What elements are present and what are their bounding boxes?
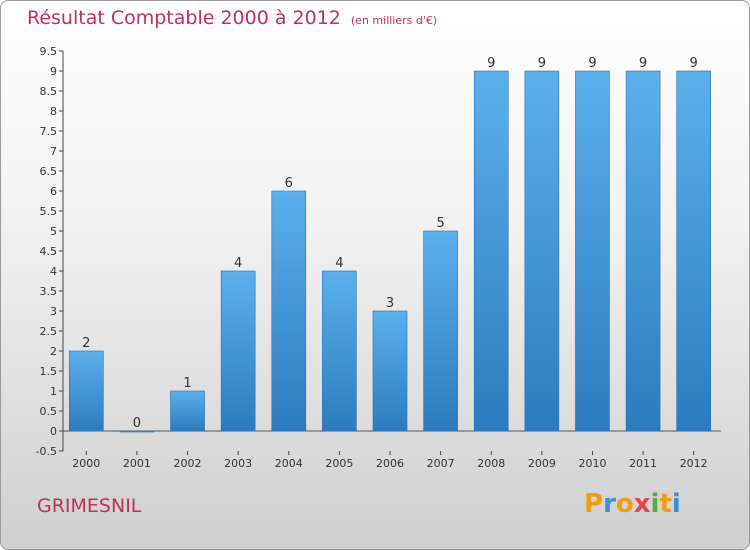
- logo-letter: x: [633, 489, 651, 519]
- y-tick-label: -0.5: [36, 445, 57, 458]
- chart-title: Résultat Comptable 2000 à 2012 (en millie…: [27, 7, 437, 29]
- bar-2002: [170, 390, 205, 432]
- y-tick-label: 7: [50, 145, 57, 158]
- x-tick-label: 2002: [174, 457, 202, 470]
- bar-value-label: 9: [690, 56, 698, 71]
- bar-2005: [322, 270, 357, 432]
- y-tick-label: 7.5: [40, 125, 58, 138]
- x-tick-label: 2005: [325, 457, 353, 470]
- bar-2004: [271, 190, 307, 432]
- chart-unit: (en milliers d'€): [350, 14, 438, 27]
- bar-2007: [423, 230, 458, 432]
- y-tick-label: 5: [50, 225, 57, 238]
- bar-2012: [676, 70, 711, 432]
- logo-letter: i: [650, 489, 660, 519]
- bar-value-label: 2: [82, 336, 90, 351]
- bar-value-label: 9: [588, 56, 596, 71]
- x-tick-label: 2012: [680, 457, 708, 470]
- bar-2011: [625, 70, 661, 432]
- y-tick-label: 1.5: [40, 365, 58, 378]
- bar-value-label: 3: [386, 296, 394, 311]
- y-tick-label: 2: [50, 345, 57, 358]
- bar-2009: [524, 70, 560, 432]
- y-tick-label: 1: [50, 385, 57, 398]
- x-tick-label: 2001: [123, 457, 151, 470]
- bar-value-label: 9: [639, 56, 647, 71]
- bar-value-label: 5: [436, 216, 444, 231]
- y-tick-label: 8.5: [40, 85, 58, 98]
- y-tick-label: 0.5: [40, 405, 58, 418]
- logo-letter: r: [603, 489, 616, 519]
- y-tick-label: 6.5: [40, 165, 58, 178]
- x-tick-label: 2011: [629, 457, 657, 470]
- x-tick-label: 2000: [72, 457, 100, 470]
- bar-value-label: 9: [487, 56, 495, 71]
- x-tick-label: 2007: [427, 457, 455, 470]
- logo-letter: i: [671, 489, 681, 519]
- bar-value-label: 1: [183, 376, 191, 391]
- y-tick-label: 4.5: [40, 245, 58, 258]
- y-tick-label: 2.5: [40, 325, 58, 338]
- x-tick-label: 2009: [528, 457, 556, 470]
- commune-name: GRIMESNIL: [37, 495, 142, 517]
- logo-letter: P: [584, 489, 604, 519]
- x-tick-label: 2004: [275, 457, 303, 470]
- bar-2010: [575, 70, 610, 432]
- bar-2006: [372, 310, 408, 432]
- bar-2000: [69, 350, 104, 432]
- y-tick-label: 3: [50, 305, 57, 318]
- x-tick-label: 2010: [578, 457, 606, 470]
- y-tick-label: 9.5: [40, 45, 58, 58]
- y-tick-label: 6: [50, 185, 57, 198]
- y-tick-label: 0: [50, 425, 57, 438]
- bar-value-label: 4: [335, 256, 343, 271]
- bar-value-label: 6: [285, 176, 293, 191]
- x-tick-label: 2006: [376, 457, 404, 470]
- y-tick-label: 9: [50, 65, 57, 78]
- y-tick-label: 5.5: [40, 205, 58, 218]
- bar-2008: [473, 70, 509, 432]
- x-tick-label: 2008: [477, 457, 505, 470]
- chart-title-text: Résultat Comptable 2000 à 2012: [27, 7, 341, 29]
- bar-value-label: 9: [538, 56, 546, 71]
- bar-value-label: 0: [133, 416, 141, 431]
- bar-value-label: 4: [234, 256, 242, 271]
- y-tick-label: 3.5: [40, 285, 58, 298]
- logo-letter: t: [659, 489, 672, 519]
- y-tick-label: 4: [50, 265, 57, 278]
- logo-letter: o: [615, 489, 634, 519]
- y-tick-label: 8: [50, 105, 57, 118]
- proxiti-logo: Proxiti: [584, 489, 681, 519]
- x-tick-label: 2003: [224, 457, 252, 470]
- bar-2001: [119, 430, 155, 433]
- bar-2003: [220, 270, 256, 432]
